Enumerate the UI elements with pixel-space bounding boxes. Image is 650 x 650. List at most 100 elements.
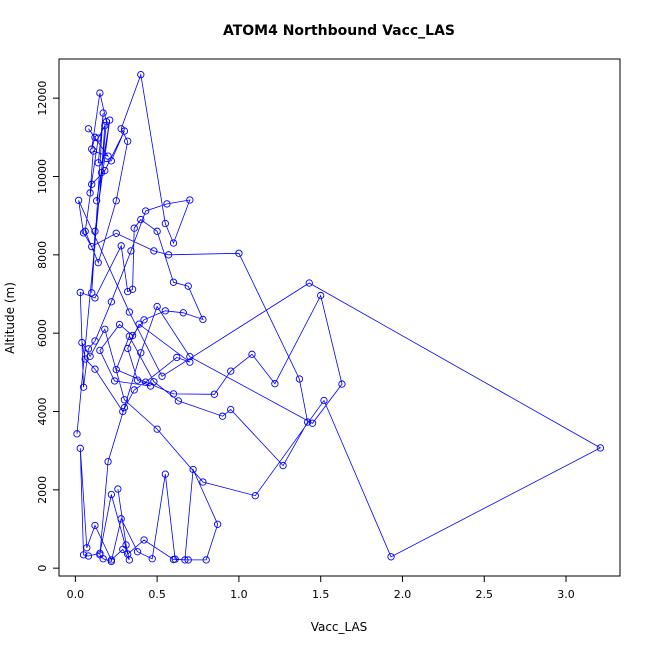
data-point xyxy=(125,308,133,316)
x-tick-label: 0.0 xyxy=(67,588,85,601)
data-point xyxy=(76,288,84,297)
data-point xyxy=(137,349,145,357)
data-point xyxy=(133,376,142,384)
data-point xyxy=(112,229,120,237)
y-tick-label: 0 xyxy=(36,565,49,572)
x-tick-label: 2.0 xyxy=(394,588,412,601)
data-point xyxy=(140,316,148,324)
data-point xyxy=(303,418,312,426)
data-point xyxy=(184,556,192,564)
data-point xyxy=(112,365,120,374)
data-point xyxy=(186,196,194,204)
data-point xyxy=(153,227,161,235)
data-point xyxy=(142,378,150,386)
chart-title: ATOM4 Northbound Vacc_LAS xyxy=(223,23,455,39)
data-point xyxy=(202,556,210,564)
data-point xyxy=(83,544,91,552)
x-axis: 0.0 0.5 1.0 1.5 2.0 2.5 3.0 xyxy=(67,575,575,601)
data-point xyxy=(128,331,137,340)
data-point xyxy=(153,425,161,433)
data-point xyxy=(227,367,235,375)
data-point xyxy=(227,405,235,414)
data-point xyxy=(94,159,102,167)
y-tick-label: 4000 xyxy=(36,398,49,426)
x-tick-label: 3.0 xyxy=(557,588,575,601)
data-point xyxy=(189,465,197,474)
data-point xyxy=(163,200,171,208)
data-point xyxy=(199,315,207,324)
y-tick-label: 8000 xyxy=(36,241,49,269)
data-point xyxy=(101,121,109,130)
data-point xyxy=(199,478,207,486)
data-point xyxy=(79,383,88,391)
data-point xyxy=(295,375,304,383)
data-point xyxy=(86,352,94,360)
data-point xyxy=(122,541,130,549)
data-point xyxy=(84,125,93,133)
data-point xyxy=(128,285,137,293)
y-tick-label: 10000 xyxy=(36,159,49,194)
data-point xyxy=(76,444,84,452)
data-point xyxy=(179,309,187,317)
data-point xyxy=(81,227,89,235)
data-point xyxy=(387,553,395,561)
data-point xyxy=(94,259,102,267)
data-point xyxy=(117,515,125,523)
data-point xyxy=(317,291,325,300)
data-point xyxy=(91,133,99,141)
data-point xyxy=(79,229,88,237)
data-point xyxy=(125,332,133,340)
data-point xyxy=(115,320,124,329)
data-point xyxy=(169,390,178,398)
data-point xyxy=(107,157,115,165)
data-point xyxy=(596,444,605,452)
data-point xyxy=(117,125,125,133)
data-point xyxy=(88,145,96,153)
data-point xyxy=(110,377,119,385)
data-point xyxy=(78,338,86,347)
data-point xyxy=(104,457,112,466)
data-point xyxy=(174,397,183,405)
data-point xyxy=(92,197,101,205)
data-point xyxy=(184,282,192,290)
data-point xyxy=(114,485,122,493)
data-point xyxy=(79,551,88,559)
data-point xyxy=(96,346,104,355)
data-point xyxy=(210,390,219,398)
data-point xyxy=(235,249,243,257)
data-point xyxy=(137,71,145,79)
data-point xyxy=(218,412,227,420)
data-point xyxy=(88,289,96,297)
data-point xyxy=(91,365,99,373)
data-point xyxy=(161,307,169,315)
x-tick-label: 1.0 xyxy=(230,588,248,601)
data-point xyxy=(251,492,259,500)
data-point xyxy=(94,134,102,142)
data-point xyxy=(169,239,178,247)
data-point xyxy=(140,536,148,544)
data-point xyxy=(120,403,129,412)
y-tick-label: 6000 xyxy=(36,319,49,347)
data-point xyxy=(133,548,142,556)
data-point xyxy=(96,89,104,97)
data-point xyxy=(88,180,96,188)
data-point xyxy=(117,242,125,250)
data-point xyxy=(107,490,115,499)
data-point xyxy=(107,556,115,564)
data-point xyxy=(127,247,135,255)
data-point xyxy=(91,521,99,530)
data-point xyxy=(148,555,156,563)
data-point xyxy=(135,320,143,328)
data-point xyxy=(173,353,181,362)
data-point xyxy=(91,227,99,235)
data-point xyxy=(101,166,109,175)
data-point xyxy=(91,294,99,302)
plot-frame xyxy=(58,58,621,577)
data-point xyxy=(169,555,178,564)
data-point xyxy=(338,380,346,388)
data-point xyxy=(186,353,194,361)
data-point xyxy=(158,372,166,380)
data-point xyxy=(186,358,194,366)
data-point xyxy=(248,350,256,358)
